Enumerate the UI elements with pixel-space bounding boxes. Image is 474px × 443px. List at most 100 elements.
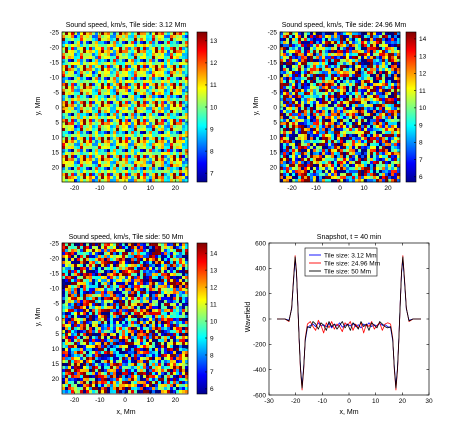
heatmap-cell <box>301 173 305 177</box>
heatmap-cell <box>397 143 401 147</box>
heatmap-cell <box>122 258 126 262</box>
x-tick-label: -20 <box>70 185 80 192</box>
heatmap-cell <box>143 62 147 66</box>
heatmap-cell <box>316 104 320 108</box>
heatmap-cell <box>143 44 147 48</box>
heatmap-cell <box>149 270 153 274</box>
heatmap-cell <box>304 137 308 141</box>
heatmap-cell <box>137 155 141 159</box>
heatmap-cell <box>361 113 365 117</box>
heatmap-cell <box>155 249 159 253</box>
heatmap-cell <box>98 83 102 87</box>
heatmap-cell <box>385 65 389 69</box>
heatmap-cell <box>394 113 398 117</box>
heatmap-cell <box>62 264 66 268</box>
heatmap-cell <box>98 128 102 132</box>
heatmap-cell <box>373 128 377 132</box>
heatmap-cell <box>89 74 93 78</box>
heatmap-cell <box>373 89 377 93</box>
heatmap-cell <box>352 104 356 108</box>
heatmap-cell <box>173 32 177 36</box>
heatmap-cell <box>68 149 72 153</box>
heatmap-cell <box>358 119 362 123</box>
heatmap-cell <box>289 86 293 90</box>
heatmap-cell <box>376 110 380 114</box>
heatmap-cell <box>170 83 174 87</box>
heatmap-cell <box>298 92 302 96</box>
heatmap-cell <box>304 170 308 174</box>
heatmap-cell <box>65 119 69 123</box>
heatmap-cell <box>343 44 347 48</box>
heatmap-cell <box>316 176 320 180</box>
heatmap-cell <box>295 167 299 171</box>
heatmap-cell <box>352 179 356 183</box>
heatmap-cell <box>125 89 129 93</box>
heatmap-cell <box>92 243 96 247</box>
heatmap-cell <box>119 270 123 274</box>
heatmap-cell <box>304 68 308 72</box>
heatmap-cell <box>179 158 183 162</box>
colorbar-tick-label: 10 <box>210 104 218 111</box>
heatmap-cell <box>125 134 129 138</box>
heatmap-cell <box>304 134 308 138</box>
heatmap-cell <box>391 128 395 132</box>
heatmap-cell <box>283 161 287 165</box>
heatmap-cell <box>95 62 99 66</box>
heatmap-cell <box>298 107 302 111</box>
heatmap-cell <box>322 131 326 135</box>
heatmap-cell <box>370 53 374 57</box>
heatmap-field <box>62 243 189 394</box>
heatmap-cell <box>83 285 87 289</box>
heatmap-cell <box>128 38 132 42</box>
heatmap-cell <box>143 246 147 250</box>
heatmap-cell <box>128 32 132 36</box>
heatmap-cell <box>298 170 302 174</box>
heatmap-cell <box>116 77 120 81</box>
heatmap-cell <box>164 176 168 180</box>
heatmap-cell <box>298 131 302 135</box>
heatmap-cell <box>373 41 377 45</box>
heatmap-cell <box>104 80 108 84</box>
heatmap-cell <box>364 41 368 45</box>
heatmap-cell <box>152 267 156 271</box>
heatmap-cell <box>337 143 341 147</box>
heatmap-cell <box>104 270 108 274</box>
heatmap-cell <box>116 113 120 117</box>
heatmap-cell <box>361 131 365 135</box>
heatmap-cell <box>137 143 141 147</box>
heatmap-cell <box>161 32 165 36</box>
heatmap-cell <box>86 128 90 132</box>
heatmap-cell <box>77 264 81 268</box>
heatmap-cell <box>140 50 144 54</box>
heatmap-cell <box>104 122 108 126</box>
heatmap-cell <box>134 167 138 171</box>
heatmap-cell <box>283 128 287 132</box>
heatmap-cell <box>161 288 165 292</box>
heatmap-cell <box>95 261 99 265</box>
heatmap-cell <box>385 137 389 141</box>
heatmap-cell <box>80 107 84 111</box>
heatmap-cell <box>110 41 114 45</box>
heatmap-cell <box>316 41 320 45</box>
heatmap-cell <box>376 134 380 138</box>
heatmap-cell <box>104 113 108 117</box>
heatmap-cell <box>152 122 156 126</box>
heatmap-cell <box>80 71 84 75</box>
heatmap-cell <box>143 41 147 45</box>
heatmap-cell <box>104 288 108 292</box>
heatmap-cell <box>283 125 287 129</box>
heatmap-cell <box>155 59 159 63</box>
heatmap-cell <box>146 167 150 171</box>
heatmap-cell <box>113 32 117 36</box>
heatmap-cell <box>173 98 177 102</box>
heatmap-cell <box>62 68 66 72</box>
heatmap-cell <box>292 86 296 90</box>
heatmap-cell <box>149 161 153 165</box>
heatmap-cell <box>131 249 135 253</box>
heatmap-cell <box>289 59 293 63</box>
heatmap-cell <box>119 32 123 36</box>
heatmap-cell <box>95 83 99 87</box>
heatmap-cell <box>322 101 326 105</box>
heatmap-cell <box>134 125 138 129</box>
